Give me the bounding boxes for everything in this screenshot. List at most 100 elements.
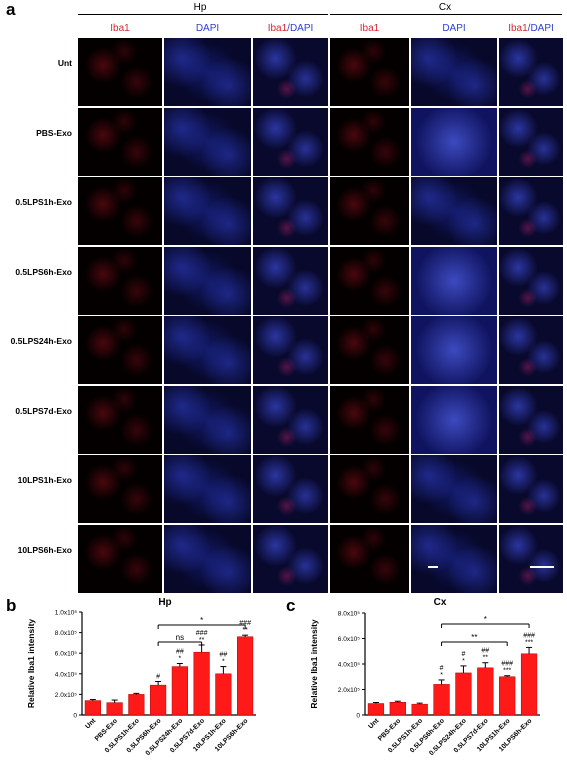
bar-4 bbox=[455, 672, 472, 716]
y-axis-label: Relative Iba1 intensity bbox=[26, 619, 36, 709]
group-line-hp bbox=[78, 14, 328, 15]
column-label-cx-1: DAPI bbox=[442, 23, 466, 34]
micrograph-r5-c1 bbox=[164, 385, 251, 454]
micrograph-r6-c1 bbox=[164, 455, 251, 523]
significance-star-7: *** bbox=[525, 639, 533, 646]
significance-star-4: * bbox=[179, 656, 182, 663]
y-tick-label: 1.0x10⁶ bbox=[55, 610, 78, 617]
significance-hash-5: ## bbox=[481, 648, 489, 655]
micrograph-r4-c3 bbox=[330, 316, 409, 384]
micrograph-r1-c5 bbox=[499, 107, 563, 176]
significance-hash-7: ### bbox=[239, 620, 251, 627]
micrograph-r2-c5 bbox=[499, 177, 563, 245]
significance-hash-7: ### bbox=[523, 632, 535, 639]
row-label-5: 0.5LPS7d-Exo bbox=[15, 405, 72, 416]
column-label-hp-1: DAPI bbox=[195, 23, 220, 34]
micrograph-r6-c3 bbox=[330, 455, 409, 523]
significance-star-6: *** bbox=[503, 668, 511, 675]
scale-bar-merge bbox=[530, 566, 554, 568]
chart-title-cx: Cx bbox=[433, 597, 447, 608]
y-axis-label: Relative Iba1 intensity bbox=[309, 619, 319, 709]
micrograph-r3-c3 bbox=[330, 246, 409, 315]
bracket-label-1: ns bbox=[176, 633, 184, 642]
micrograph-r1-c3 bbox=[330, 107, 409, 176]
significance-hash-3: # bbox=[156, 674, 160, 681]
group-title-hp: Hp bbox=[193, 2, 207, 13]
column-label-hp-2: Iba1/DAPI bbox=[267, 23, 314, 34]
significance-hash-6: ### bbox=[501, 661, 513, 668]
micrograph-r2-c3 bbox=[330, 177, 409, 245]
scale-bar-dapi bbox=[428, 566, 438, 568]
bar-3 bbox=[433, 684, 450, 716]
micrograph-r4-c0 bbox=[78, 316, 162, 384]
column-label-hp-0: Iba1 bbox=[110, 23, 130, 34]
x-tick-label-0: Unt bbox=[84, 717, 97, 730]
micrograph-r3-c0 bbox=[78, 246, 162, 315]
row-label-2: 0.5LPS1h-Exo bbox=[15, 197, 72, 207]
y-tick-label: 4.0x10⁵ bbox=[338, 662, 361, 669]
significance-star-7: ** bbox=[242, 627, 248, 634]
micrograph-r5-c3 bbox=[330, 385, 409, 454]
micrograph-r0-c2 bbox=[253, 38, 328, 106]
bar-chart-hp: 0 2.0x10⁵ 4.0x10⁵ 6.0x10⁵ 8.0x10⁵ 1.0x10⁶ Rela… bbox=[26, 610, 256, 757]
micrograph-r3-c1 bbox=[164, 246, 251, 315]
micrograph-r0-c4 bbox=[411, 38, 497, 106]
y-tick-label: 6.0x10⁵ bbox=[338, 636, 361, 643]
bar-7 bbox=[237, 636, 254, 716]
y-tick-label: 0 bbox=[356, 713, 360, 720]
bar-4 bbox=[171, 666, 188, 716]
micrograph-r3-c4 bbox=[411, 246, 497, 315]
bar-7 bbox=[520, 653, 538, 716]
y-tick-label: 6.0x10⁵ bbox=[55, 651, 78, 658]
micrograph-r7-c5 bbox=[499, 524, 563, 593]
micrograph-r7-c4 bbox=[411, 524, 497, 593]
micrograph-r0-c0 bbox=[78, 38, 162, 106]
micrograph-r7-c2 bbox=[253, 524, 328, 593]
row-label-6: 10LPS1h-Exo bbox=[17, 475, 72, 485]
micrograph-r2-c2 bbox=[253, 177, 328, 245]
significance-hash-5: ### bbox=[196, 630, 208, 637]
column-label-cx-0: Iba1 bbox=[359, 23, 380, 34]
bar-0 bbox=[367, 703, 385, 716]
micrograph-r0-c3 bbox=[330, 38, 409, 106]
micrograph-r0-c5 bbox=[499, 38, 563, 106]
micrograph-r7-c1 bbox=[164, 524, 251, 593]
panel-label-b: b bbox=[6, 596, 17, 615]
bar-0 bbox=[84, 700, 101, 716]
bar-chart-cx: 0 2.0x10⁵ 4.0x10⁵ 6.0x10⁵ 8.0x10⁵ Relative Ib… bbox=[309, 611, 540, 757]
y-tick-label: 0 bbox=[73, 713, 77, 720]
micrograph-r5-c0 bbox=[78, 385, 162, 454]
micrograph-r2-c1 bbox=[164, 177, 251, 245]
micrograph-r4-c4 bbox=[411, 316, 497, 384]
y-tick-label: 8.0x10⁵ bbox=[338, 611, 361, 618]
micrograph-r3-c5 bbox=[499, 246, 563, 315]
micrograph-r0-c1 bbox=[164, 38, 251, 106]
panel-label-c: c bbox=[286, 596, 296, 615]
row-label-3: 0.5LPS6h-Exo bbox=[15, 266, 72, 277]
y-tick-label: 8.0x10⁵ bbox=[55, 630, 78, 637]
bar-6 bbox=[215, 673, 232, 716]
column-label-cx-2: Iba1/DAPI bbox=[508, 23, 554, 34]
bracket-label-0: * bbox=[200, 616, 203, 625]
chart-title-hp: Hp bbox=[158, 597, 172, 608]
significance-star-3: * bbox=[440, 672, 443, 679]
micrograph-r4-c2 bbox=[253, 316, 328, 384]
micrograph-r7-c3 bbox=[330, 524, 409, 593]
micrograph-r2-c0 bbox=[78, 177, 162, 245]
significance-star-6: * bbox=[222, 659, 225, 666]
row-label-1: PBS-Exo bbox=[36, 127, 72, 138]
significance-hash-4: ## bbox=[176, 649, 184, 656]
y-tick-label: 2.0x10⁵ bbox=[55, 692, 78, 699]
micrograph-r5-c2 bbox=[253, 385, 328, 454]
y-tick-label: 4.0x10⁵ bbox=[55, 671, 78, 678]
micrograph-r1-c1 bbox=[164, 107, 251, 176]
bar-1 bbox=[106, 702, 123, 716]
bar-2 bbox=[411, 703, 428, 716]
significance-hash-4: # bbox=[461, 651, 465, 658]
significance-hash-3: # bbox=[440, 665, 444, 672]
micrograph-r2-c4 bbox=[411, 177, 497, 245]
group-title-cx: Cx bbox=[438, 2, 452, 13]
row-label-7: 10LPS6h-Exo bbox=[17, 544, 72, 555]
micrograph-r5-c5 bbox=[499, 385, 563, 454]
micrograph-r7-c0 bbox=[78, 524, 162, 593]
